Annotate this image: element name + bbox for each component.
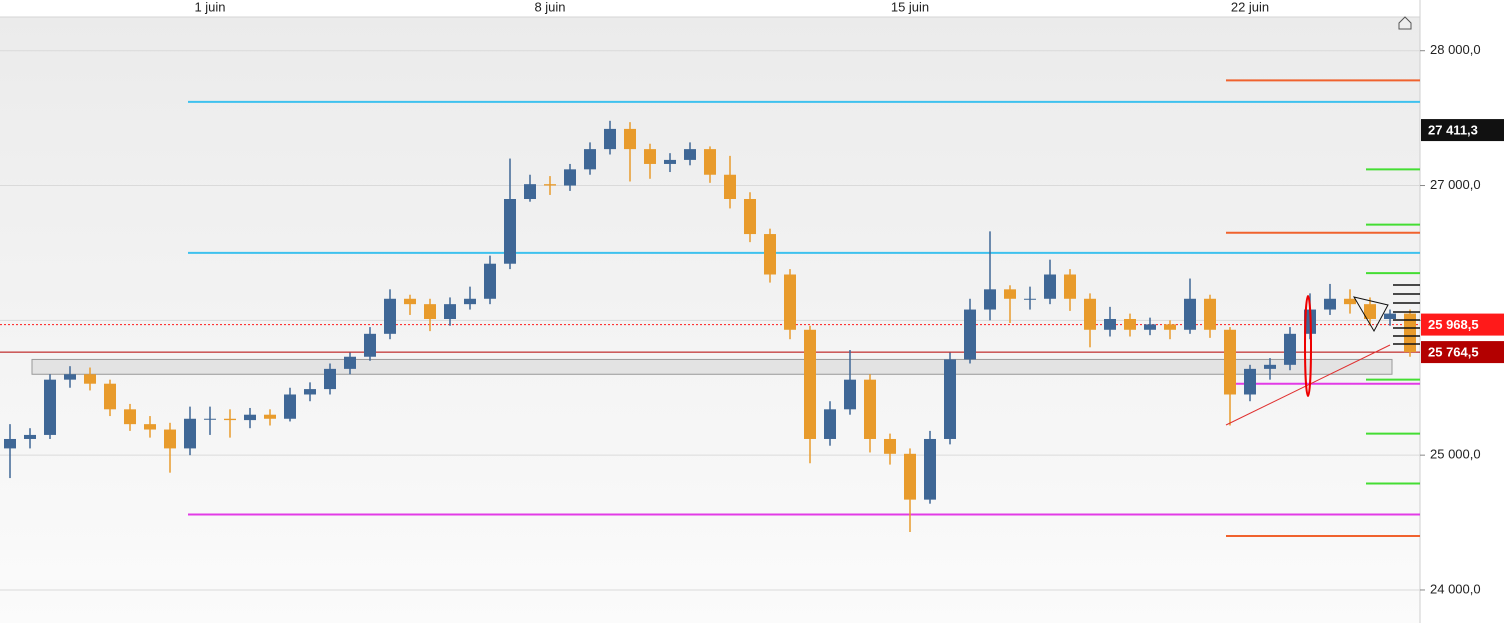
candle-body [644, 149, 656, 164]
candle-body [764, 234, 776, 275]
candle-body [904, 453, 916, 500]
candle-body [744, 199, 756, 235]
candle-body [504, 199, 516, 264]
ellipse-marker [1304, 295, 1312, 397]
candle-body [384, 298, 396, 334]
candle-body [824, 409, 836, 439]
candle-body [144, 424, 156, 430]
candle-body [1144, 324, 1156, 330]
candles [4, 120, 1416, 532]
candle-body [844, 379, 856, 410]
candle-body [544, 184, 556, 186]
candle-body [164, 429, 176, 449]
price-tag-label: 25 968,5 [1428, 317, 1479, 332]
levels [0, 79, 1420, 538]
x-tick-label: 8 juin [534, 0, 565, 14]
candle-body [1324, 298, 1336, 310]
triangle-drawing [1352, 296, 1389, 333]
candle-body [1384, 313, 1396, 319]
candle-body [1264, 364, 1276, 369]
trend-line [1225, 344, 1391, 426]
candle-body [1044, 274, 1056, 299]
candle-body [1064, 274, 1076, 299]
candle-body [724, 174, 736, 200]
candle-body [184, 418, 196, 449]
candle-body [1244, 368, 1256, 395]
annotations [1225, 16, 1420, 426]
candle-body [1104, 318, 1116, 330]
candle-body [284, 394, 296, 419]
candle-body [1224, 329, 1236, 395]
zone [31, 358, 1393, 375]
candle-body [1284, 333, 1296, 365]
candle-body [964, 309, 976, 360]
candle-body [64, 374, 76, 380]
y-tick-label: 27 000,0 [1430, 177, 1481, 192]
candle-body [1024, 298, 1036, 300]
candle-body [1204, 298, 1216, 330]
axes: 24 000,025 000,026 000,027 000,028 000,0… [194, 0, 1504, 596]
price-tag [1421, 119, 1504, 142]
candle-body [1404, 313, 1416, 353]
candle-body [584, 149, 596, 170]
candle-body [864, 379, 876, 439]
candle-body [344, 356, 356, 369]
candle-body [224, 418, 236, 421]
y-tick-label: 24 000,0 [1430, 581, 1481, 596]
candle-body [264, 414, 276, 419]
candle-body [484, 263, 496, 299]
candle-body [784, 274, 796, 330]
price-tag [1421, 313, 1504, 336]
order-ticks [1393, 284, 1420, 345]
price-tag-label: 25 764,5 [1428, 345, 1479, 360]
candle-body [1344, 298, 1356, 305]
x-tick-label: 1 juin [194, 0, 225, 14]
candle-body [984, 289, 996, 310]
candle-body [1164, 324, 1176, 330]
candle-body [104, 383, 116, 410]
x-tick-label: 15 juin [891, 0, 929, 14]
candle-body [364, 333, 376, 357]
candle-body [304, 389, 316, 395]
price-tag [1421, 341, 1504, 364]
candle-body [404, 298, 416, 305]
candle-body [124, 409, 136, 425]
candle-body [1004, 289, 1016, 299]
candle-body [244, 414, 256, 421]
candle-body [804, 329, 816, 439]
candle-body [204, 418, 216, 420]
candle-body [924, 438, 936, 500]
candle-body [424, 304, 436, 319]
grid [0, 50, 1420, 591]
y-tick-label: 28 000,0 [1430, 42, 1481, 57]
candle-body [4, 438, 16, 449]
candle-body [1084, 298, 1096, 330]
candle-body [624, 128, 636, 150]
candle-body [84, 374, 96, 384]
candle-body [704, 149, 716, 175]
y-tick-label: 25 000,0 [1430, 447, 1481, 462]
price-tag-label: 27 411,3 [1428, 123, 1478, 138]
candle-body [664, 159, 676, 164]
candle-body [684, 149, 696, 160]
candle-body [884, 438, 896, 454]
candle-body [564, 169, 576, 186]
candle-body [944, 359, 956, 439]
candle-body [444, 304, 456, 319]
x-tick-label: 22 juin [1231, 0, 1269, 14]
home-icon[interactable] [1398, 16, 1412, 30]
candle-body [1184, 298, 1196, 330]
candle-body [324, 368, 336, 390]
candle-body [1124, 318, 1136, 330]
candle-body [1364, 304, 1376, 319]
candle-body [524, 184, 536, 200]
candle-body [604, 128, 616, 150]
candle-body [24, 434, 36, 439]
candle-body [464, 298, 476, 305]
candle-body [44, 379, 56, 435]
